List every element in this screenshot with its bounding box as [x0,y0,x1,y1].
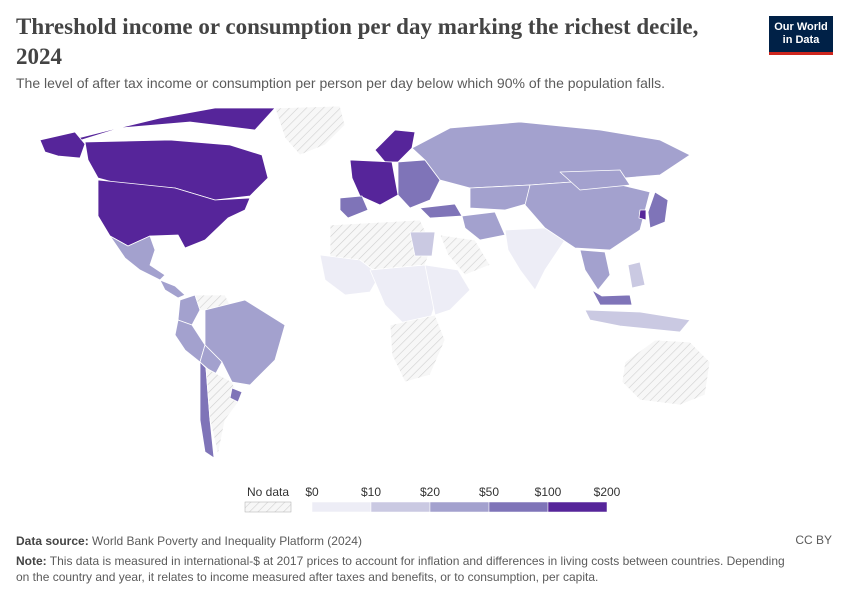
legend-no-data-swatch [244,501,292,513]
map-region-japan[interactable] [647,191,669,229]
map-region-alaska[interactable] [39,131,86,159]
legend-tick-label: $50 [479,485,499,499]
legend-tick-label: $0 [305,485,319,499]
map-region-australia[interactable] [621,339,711,406]
map-region-south-korea[interactable] [638,209,647,221]
legend-bin-1 [370,501,431,513]
chart-subtitle: The level of after tax income or consump… [16,75,666,91]
map-region-indonesia[interactable] [584,309,691,333]
source-text[interactable]: World Bank Poverty and Inequality Platfo… [92,534,362,548]
legend-bin-2 [429,501,490,513]
legend-tick-label: $10 [361,485,381,499]
map-region-western-europe[interactable] [349,159,399,206]
map-region-west-africa[interactable] [319,254,381,296]
map-region-nordics[interactable] [374,129,416,163]
map-region-central-america[interactable] [159,279,186,299]
legend-tick-label: $200 [594,485,620,499]
note-text: This data is measured in international-$… [16,554,785,584]
logo-line-1: Our World [774,21,828,33]
source-label: Data source: [16,534,89,548]
legend-bin-3 [488,501,549,513]
chart-title: Threshold income or consumption per day … [16,14,699,69]
map-region-russia[interactable] [411,121,691,189]
owid-logo[interactable]: Our World in Data [769,16,833,55]
map-region-southern-africa[interactable] [389,314,446,383]
logo-line-2: in Data [782,34,820,46]
map-region-mexico[interactable] [109,235,166,281]
map-region-southeast-asia[interactable] [579,249,611,291]
map-region-canada[interactable] [69,107,276,201]
map-region-iberia[interactable] [339,195,369,219]
legend-bin-0 [311,501,372,513]
map-region-peru[interactable] [174,319,206,363]
note-label: Note: [16,554,47,568]
map-region-egypt[interactable] [409,231,436,257]
chart-note: Note: This data is measured in internati… [16,553,796,585]
legend-bin-4 [547,501,608,513]
map-region-arabia[interactable] [439,234,491,276]
map-region-iran[interactable] [461,211,506,241]
map-region-turkey[interactable] [419,203,463,219]
world-map[interactable] [0,100,850,470]
map-region-india[interactable] [504,227,566,291]
map-legend: No data $0 $10 $20 $50 $100 $200 [244,485,620,513]
map-region-east-africa[interactable] [424,264,471,316]
map-region-greenland[interactable] [274,105,346,156]
map-region-colombia[interactable] [177,294,201,326]
legend-tick-label: $100 [535,485,562,499]
map-region-philippines[interactable] [627,261,646,289]
map-region-central-asia[interactable] [469,184,541,211]
map-region-malaysia[interactable] [591,289,633,306]
map-region-uruguay[interactable] [229,387,243,403]
data-source: Data source: World Bank Poverty and Ineq… [16,533,362,549]
map-region-brazil[interactable] [204,299,286,386]
license-badge[interactable]: CC BY [795,533,832,547]
legend-tick-label: $20 [420,485,440,499]
map-region-mongolia[interactable] [559,169,631,191]
legend-no-data-label: No data [247,485,289,499]
